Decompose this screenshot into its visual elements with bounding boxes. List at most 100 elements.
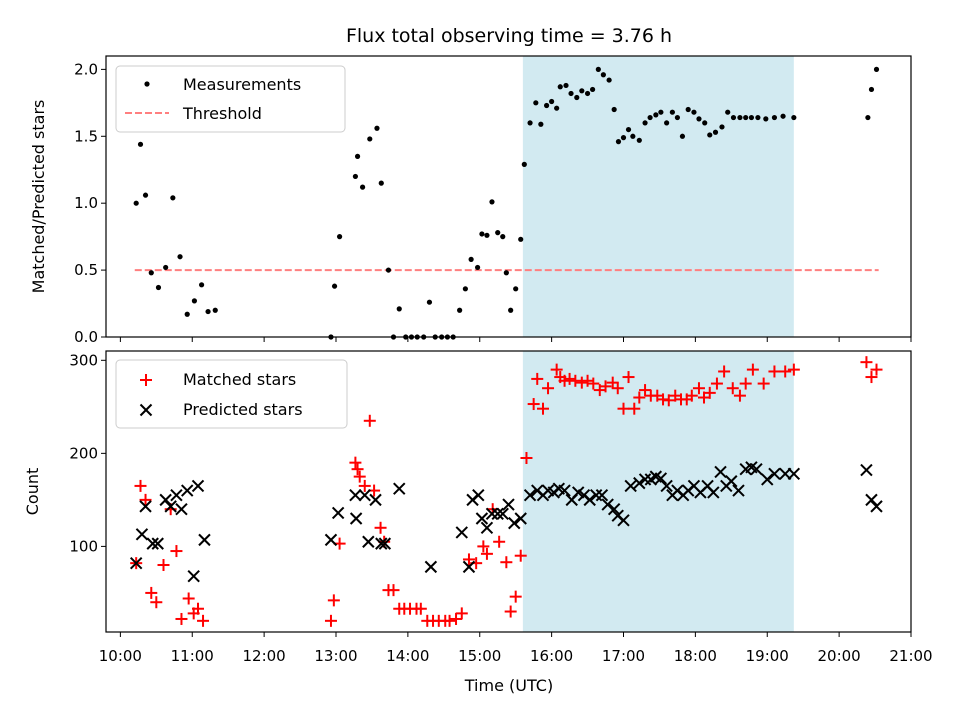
ratio-y-label: Matched/Predicted stars — [29, 100, 48, 294]
matched-point — [531, 372, 544, 385]
predicted-point — [135, 528, 149, 541]
x-tick-label: 18:00 — [674, 647, 717, 665]
predicted-point — [750, 462, 763, 476]
chart-title: Flux total observing time = 3.76 h — [346, 25, 672, 47]
predicted-point — [732, 484, 745, 497]
predicted-point — [761, 473, 774, 486]
matched-point — [462, 553, 475, 566]
predicted-point — [187, 569, 200, 583]
ratio-panel: 0.00.51.01.52.0 Matched/Predicted stars … — [29, 55, 912, 346]
measurement-point — [191, 298, 198, 304]
x-tick-label: 11:00 — [171, 647, 214, 665]
predicted-point — [787, 467, 801, 481]
count-panel: 100 200 300 10:00 11:00 12:00 13:00 14:00 15:00… — [23, 350, 933, 695]
measurement-point — [137, 141, 144, 147]
matched-point — [746, 363, 759, 376]
measurement-point — [331, 283, 338, 289]
count-y-label: Count — [23, 468, 42, 516]
matched-point — [703, 386, 716, 399]
matched-point — [414, 602, 427, 615]
predicted-point — [523, 489, 537, 502]
measurement-point — [595, 66, 601, 72]
matched-point — [542, 382, 555, 395]
predicted-point — [369, 493, 382, 507]
predicted-point — [638, 473, 652, 486]
matched-point — [197, 614, 210, 627]
measurement-point — [484, 232, 490, 238]
measurement-point — [707, 132, 713, 138]
predicted-point — [508, 516, 521, 530]
predicted-point — [624, 479, 637, 493]
measurement-point — [719, 124, 725, 130]
predicted-point — [583, 493, 596, 507]
matched-point — [537, 402, 549, 415]
measurement-point — [712, 129, 719, 135]
measurement-point — [696, 116, 702, 122]
predicted-point — [654, 472, 668, 485]
matched-point — [170, 545, 183, 558]
predicted-point — [870, 500, 883, 513]
matched-point — [710, 377, 723, 390]
predicted-point — [331, 506, 345, 520]
measurement-point — [653, 112, 659, 118]
x-tick-label: 10:00 — [99, 647, 142, 665]
predicted-point — [349, 512, 363, 525]
matched-point — [779, 365, 792, 378]
measurement-point — [568, 90, 574, 97]
measurement-point — [679, 133, 686, 139]
matched-point — [520, 452, 533, 465]
matched-point — [685, 389, 698, 402]
legend-matched: Matched stars — [183, 370, 296, 389]
predicted-point — [601, 498, 614, 511]
matched-point — [865, 371, 878, 384]
measurement-point — [533, 100, 539, 106]
predicted-point — [558, 484, 571, 497]
measurement-point — [462, 286, 468, 292]
measurement-point — [538, 121, 544, 127]
matched-point — [509, 590, 522, 603]
matched-point — [358, 479, 371, 492]
measurement-point — [503, 270, 509, 276]
matched-point — [611, 382, 624, 395]
matched-point — [150, 596, 163, 609]
predicted-point — [480, 521, 494, 534]
matched-point — [175, 612, 188, 625]
measurement-point — [205, 308, 211, 315]
matched-point — [599, 380, 612, 393]
count-axes-frame — [105, 350, 912, 633]
measurement-point — [489, 199, 495, 205]
predicted-point — [714, 465, 727, 479]
count-data — [129, 356, 883, 627]
measurement-point — [630, 133, 636, 139]
matched-point — [587, 377, 600, 390]
measurement-point — [589, 86, 596, 93]
predicted-point — [170, 489, 183, 502]
matched-point — [569, 374, 582, 387]
y-tick-label: 2.0 — [74, 60, 98, 78]
matched-point — [145, 586, 158, 599]
x-tick-label: 15:00 — [458, 647, 501, 665]
count-x-axis: 10:00 11:00 12:00 13:00 14:00 15:00 16:00 17:00… — [99, 632, 933, 665]
matched-point — [327, 594, 340, 607]
matched-point — [374, 521, 387, 534]
matched-point — [480, 547, 493, 560]
predicted-point — [146, 537, 159, 550]
matched-point — [387, 584, 400, 597]
x-tick-label: 13:00 — [314, 647, 357, 665]
ratio-y-axis: 0.0 0.5 1.0 1.5 2.0 — [74, 60, 106, 346]
matched-point — [182, 592, 195, 605]
matched-point — [692, 382, 705, 395]
matched-point — [349, 456, 362, 469]
measurement-point — [748, 114, 755, 121]
matched-point — [493, 535, 506, 548]
matched-point — [563, 372, 576, 385]
measurement-point — [725, 109, 731, 115]
legend-predicted-marker — [139, 403, 153, 417]
measurement-point — [518, 236, 524, 242]
predicted-point — [139, 500, 152, 513]
count-y-axis: 100 200 300 — [69, 351, 106, 555]
measurement-point — [780, 113, 786, 119]
measurement-point — [791, 114, 797, 121]
measurement-point — [385, 267, 392, 273]
matched-point — [514, 549, 527, 562]
